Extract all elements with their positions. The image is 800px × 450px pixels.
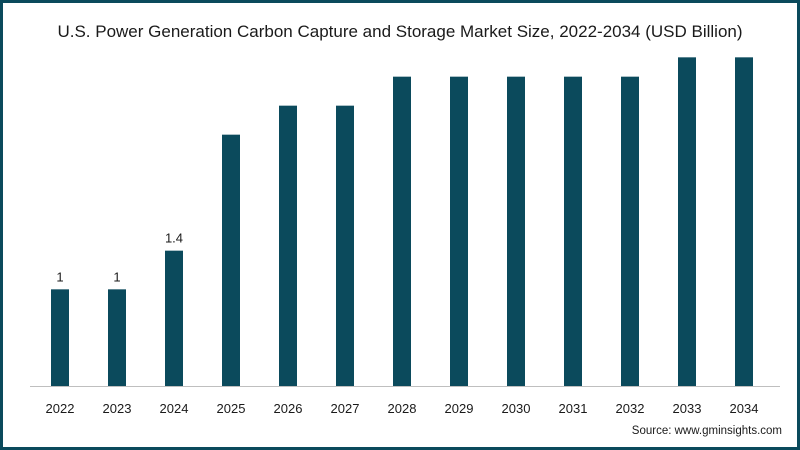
chart-title: U.S. Power Generation Carbon Capture and… bbox=[57, 22, 743, 41]
x-tick-label-2034: 2034 bbox=[730, 401, 759, 416]
x-tick-label-2028: 2028 bbox=[388, 401, 417, 416]
bar-2026 bbox=[279, 105, 297, 387]
x-tick-label-2024: 2024 bbox=[160, 401, 189, 416]
bar-2031 bbox=[564, 76, 582, 387]
bar-2025 bbox=[222, 134, 240, 386]
bar-2022 bbox=[51, 289, 69, 386]
bar-2032 bbox=[621, 76, 639, 387]
x-tick-label-2030: 2030 bbox=[502, 401, 531, 416]
bar-2030 bbox=[507, 76, 525, 387]
source-note: Source: www.gminsights.com bbox=[631, 425, 782, 437]
bar-2028 bbox=[393, 76, 411, 387]
x-tick-label-2027: 2027 bbox=[331, 401, 360, 416]
data-label-2022: 1 bbox=[56, 269, 63, 284]
bar-2024 bbox=[165, 250, 183, 386]
x-tick-label-2032: 2032 bbox=[616, 401, 645, 416]
bar-2029 bbox=[450, 76, 468, 387]
x-tick-label-2029: 2029 bbox=[445, 401, 474, 416]
bar-2034 bbox=[735, 57, 753, 386]
x-tick-label-2026: 2026 bbox=[274, 401, 303, 416]
bar-2033 bbox=[678, 57, 696, 386]
bar-2023 bbox=[108, 289, 126, 386]
x-tick-label-2022: 2022 bbox=[46, 401, 75, 416]
bar-2027 bbox=[336, 105, 354, 387]
x-tick-label-2025: 2025 bbox=[217, 401, 246, 416]
x-tick-label-2031: 2031 bbox=[559, 401, 588, 416]
data-label-2024: 1.4 bbox=[165, 231, 183, 246]
x-tick-label-2033: 2033 bbox=[673, 401, 702, 416]
data-label-2023: 1 bbox=[113, 269, 120, 284]
x-tick-label-2023: 2023 bbox=[103, 401, 132, 416]
